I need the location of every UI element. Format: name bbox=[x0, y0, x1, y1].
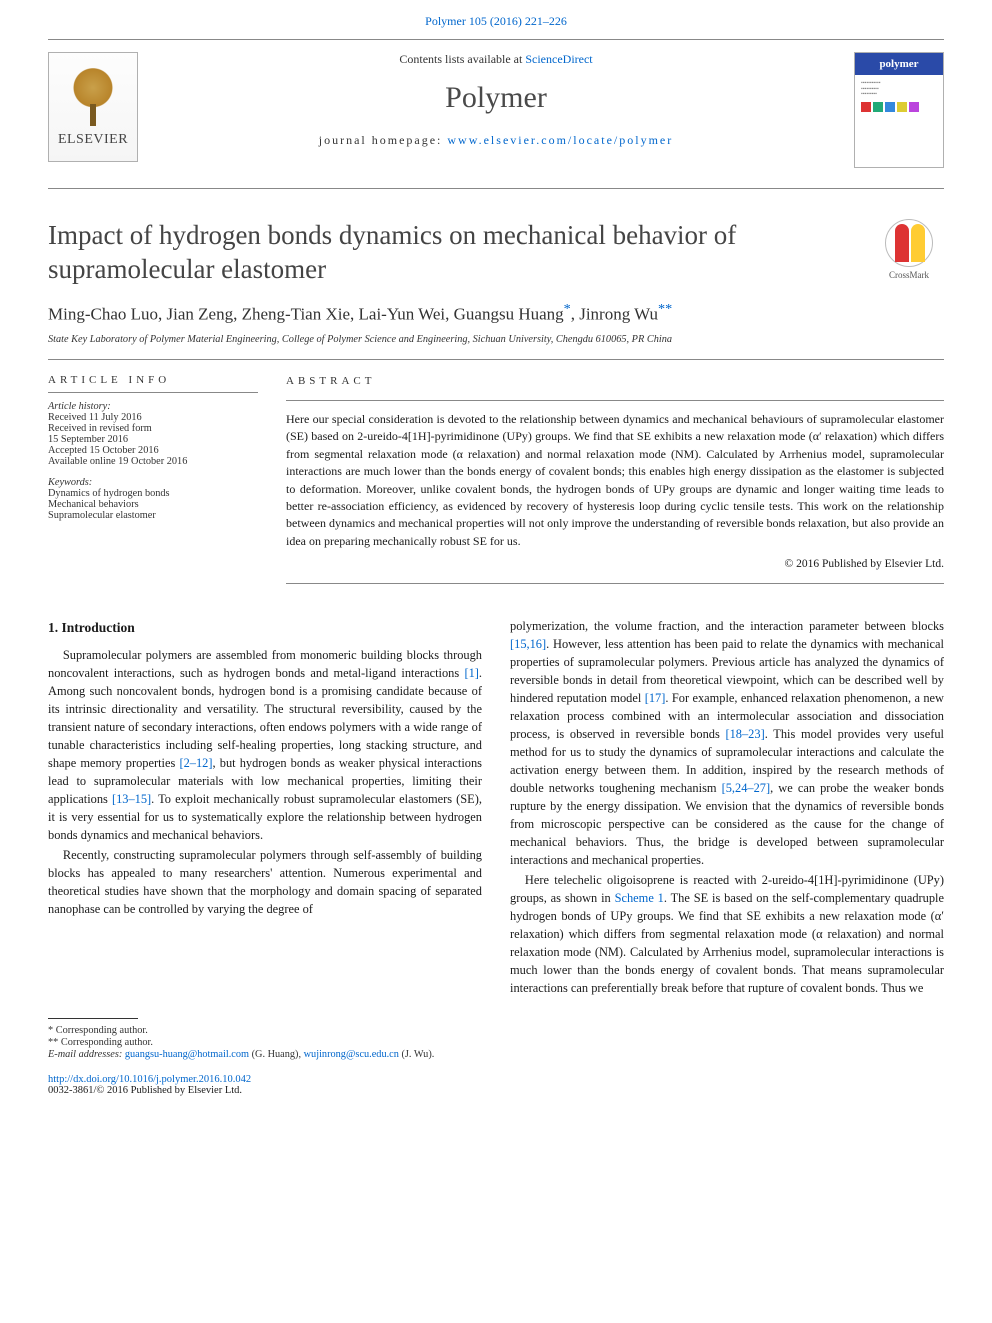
cover-title: polymer bbox=[855, 53, 943, 75]
journal-cover-thumbnail: polymer ▪▪▪▪▪▪▪▪▪▪▪▪▪▪▪▪▪▪▪▪▪▪▪▪▪▪▪▪▪▪ bbox=[854, 52, 944, 168]
crossmark-widget[interactable]: CrossMark bbox=[874, 219, 944, 280]
homepage-line: journal homepage: www.elsevier.com/locat… bbox=[158, 133, 834, 148]
body-columns: 1. Introduction Supramolecular polymers … bbox=[48, 618, 944, 1000]
keyword: Supramolecular elastomer bbox=[48, 510, 258, 521]
abstract-heading: abstract bbox=[286, 374, 944, 390]
cover-swatches bbox=[861, 102, 937, 112]
article-title: Impact of hydrogen bonds dynamics on mec… bbox=[48, 219, 874, 287]
doi-link[interactable]: http://dx.doi.org/10.1016/j.polymer.2016… bbox=[48, 1074, 251, 1085]
ref-link[interactable]: [18–23] bbox=[725, 727, 764, 741]
history-label: Article history: bbox=[48, 401, 111, 412]
swatch bbox=[861, 102, 871, 112]
history-line: Received 11 July 2016 bbox=[48, 412, 258, 423]
history-line: 15 September 2016 bbox=[48, 434, 258, 445]
cover-body: ▪▪▪▪▪▪▪▪▪▪▪▪▪▪▪▪▪▪▪▪▪▪▪▪▪▪▪▪▪▪ bbox=[855, 75, 943, 167]
history-line: Accepted 15 October 2016 bbox=[48, 445, 258, 456]
contents-prefix: Contents lists available at bbox=[399, 52, 525, 66]
scheme-link[interactable]: Scheme 1 bbox=[615, 891, 664, 905]
ref-link[interactable]: [2–12] bbox=[179, 756, 212, 770]
article-info-heading: article info bbox=[48, 374, 258, 386]
affiliation: State Key Laboratory of Polymer Material… bbox=[48, 334, 944, 345]
history-line: Available online 19 October 2016 bbox=[48, 456, 258, 467]
page-footer: http://dx.doi.org/10.1016/j.polymer.2016… bbox=[48, 1074, 944, 1096]
citation-line: Polymer 105 (2016) 221–226 bbox=[0, 0, 992, 39]
divider bbox=[48, 359, 944, 360]
authors-main: Ming-Chao Luo, Jian Zeng, Zheng-Tian Xie… bbox=[48, 304, 564, 323]
abstract-copyright: © 2016 Published by Elsevier Ltd. bbox=[286, 556, 944, 573]
swatch bbox=[873, 102, 883, 112]
ref-link[interactable]: [13–15] bbox=[112, 792, 151, 806]
ref-link[interactable]: [1] bbox=[464, 666, 478, 680]
ref-link[interactable]: [5,24–27] bbox=[722, 781, 771, 795]
email-link[interactable]: wujinrong@scu.edu.cn bbox=[304, 1049, 399, 1060]
paragraph: Here telechelic oligoisoprene is reacted… bbox=[510, 872, 944, 998]
citation-link[interactable]: Polymer 105 (2016) 221–226 bbox=[425, 14, 567, 28]
text: Supramolecular polymers are assembled fr… bbox=[48, 648, 482, 680]
footnotes: * Corresponding author. ** Corresponding… bbox=[48, 1018, 944, 1060]
keywords-label: Keywords: bbox=[48, 477, 92, 488]
corr-mark-2[interactable]: ** bbox=[658, 301, 672, 317]
paragraph: polymerization, the volume fraction, and… bbox=[510, 618, 944, 870]
history-line: Received in revised form bbox=[48, 423, 258, 434]
paragraph: Recently, constructing supramolecular po… bbox=[48, 847, 482, 919]
text: polymerization, the volume fraction, and… bbox=[510, 619, 944, 633]
column-left: 1. Introduction Supramolecular polymers … bbox=[48, 618, 482, 1000]
crossmark-icon bbox=[885, 219, 933, 267]
publisher-name: ELSEVIER bbox=[58, 132, 128, 148]
footnote-line: ** Corresponding author. bbox=[48, 1037, 944, 1048]
homepage-link[interactable]: www.elsevier.com/locate/polymer bbox=[447, 133, 673, 147]
article-info-column: article info Article history: Received 1… bbox=[48, 374, 258, 584]
ref-link[interactable]: [15,16] bbox=[510, 637, 546, 651]
swatch bbox=[897, 102, 907, 112]
text: . Among such noncovalent bonds, hydrogen… bbox=[48, 666, 482, 770]
footnote-line: * Corresponding author. bbox=[48, 1025, 944, 1036]
keyword: Mechanical behaviors bbox=[48, 499, 258, 510]
text: (J. Wu). bbox=[399, 1049, 434, 1060]
text: . The SE is based on the self-complement… bbox=[510, 891, 944, 995]
email-link[interactable]: guangsu-huang@hotmail.com bbox=[125, 1049, 249, 1060]
text: (G. Huang), bbox=[249, 1049, 304, 1060]
ref-link[interactable]: [17] bbox=[645, 691, 666, 705]
homepage-prefix: journal homepage: bbox=[319, 133, 448, 147]
issn-line: 0032-3861/© 2016 Published by Elsevier L… bbox=[48, 1085, 242, 1096]
corr-mark-1[interactable]: * bbox=[564, 301, 571, 317]
swatch bbox=[909, 102, 919, 112]
authors-line: Ming-Chao Luo, Jian Zeng, Zheng-Tian Xie… bbox=[48, 301, 944, 325]
crossmark-label: CrossMark bbox=[889, 270, 929, 280]
abstract-column: abstract Here our special consideration … bbox=[286, 374, 944, 584]
journal-header: ELSEVIER Contents lists available at Sci… bbox=[48, 39, 944, 189]
contents-line: Contents lists available at ScienceDirec… bbox=[158, 52, 834, 67]
journal-name: Polymer bbox=[158, 81, 834, 115]
swatch bbox=[885, 102, 895, 112]
author-last: , Jinrong Wu bbox=[571, 304, 658, 323]
keyword: Dynamics of hydrogen bonds bbox=[48, 488, 258, 499]
abstract-text: Here our special consideration is devote… bbox=[286, 411, 944, 550]
section-heading: 1. Introduction bbox=[48, 618, 482, 638]
footnote-line: E-mail addresses: guangsu-huang@hotmail.… bbox=[48, 1049, 944, 1060]
email-label: E-mail addresses: bbox=[48, 1049, 125, 1060]
paragraph: Supramolecular polymers are assembled fr… bbox=[48, 647, 482, 845]
elsevier-tree-icon bbox=[68, 66, 118, 128]
publisher-logo: ELSEVIER bbox=[48, 52, 138, 162]
column-right: polymerization, the volume fraction, and… bbox=[510, 618, 944, 1000]
sciencedirect-link[interactable]: ScienceDirect bbox=[525, 52, 592, 66]
